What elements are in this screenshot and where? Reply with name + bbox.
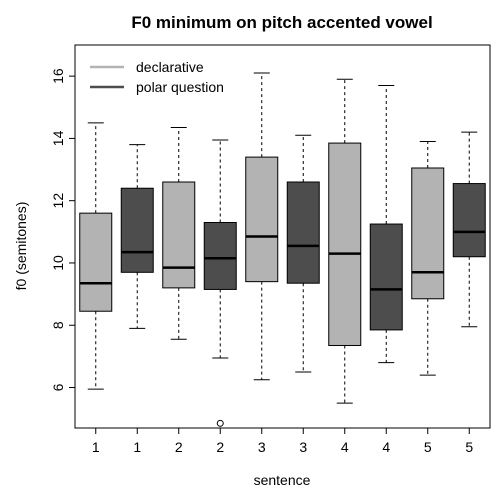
x-tick-label: 5 [465,439,473,455]
box-4 [203,139,237,427]
y-tick-label: 8 [50,321,66,329]
box-2 [120,144,154,329]
x-tick-label: 4 [341,439,349,455]
x-axis-label: sentence [254,472,311,488]
outlier-point [216,419,224,427]
x-tick-label: 3 [258,439,266,455]
x-tick-label: 5 [424,439,432,455]
box-9 [411,141,445,376]
y-axis-label: f0 (semitones) [13,202,29,291]
box-1 [79,122,113,390]
box-8 [369,84,403,364]
iqr-box [203,221,237,290]
iqr-box [411,167,445,300]
iqr-box [245,156,279,283]
y-tick-label: 16 [50,68,66,84]
box-10 [452,131,486,328]
iqr-box [79,212,113,312]
x-tick-label: 3 [299,439,307,455]
y-tick-label: 6 [50,383,66,391]
legend-label: polar question [136,79,224,95]
legend: declarative polar question [90,59,224,95]
x-tick-label: 1 [133,439,141,455]
x-tick-label: 2 [175,439,183,455]
box-3 [162,127,196,340]
iqr-box [162,181,196,289]
iqr-box [286,181,320,284]
y-tick-label: 14 [50,130,66,146]
x-tick-label: 4 [382,439,390,455]
legend-label: declarative [136,59,204,75]
iqr-box [369,223,403,331]
box-6 [286,134,320,373]
box-7 [328,78,362,404]
iqr-box [452,183,486,258]
y-tick-label: 10 [50,255,66,271]
iqr-box [328,142,362,346]
box-5 [245,72,279,381]
x-tick-label: 1 [92,439,100,455]
plot-frame [74,44,491,429]
chart-title: F0 minimum on pitch accented vowel [131,13,432,32]
x-tick-label: 2 [216,439,224,455]
y-tick-label: 12 [50,193,66,209]
iqr-box [120,187,154,273]
